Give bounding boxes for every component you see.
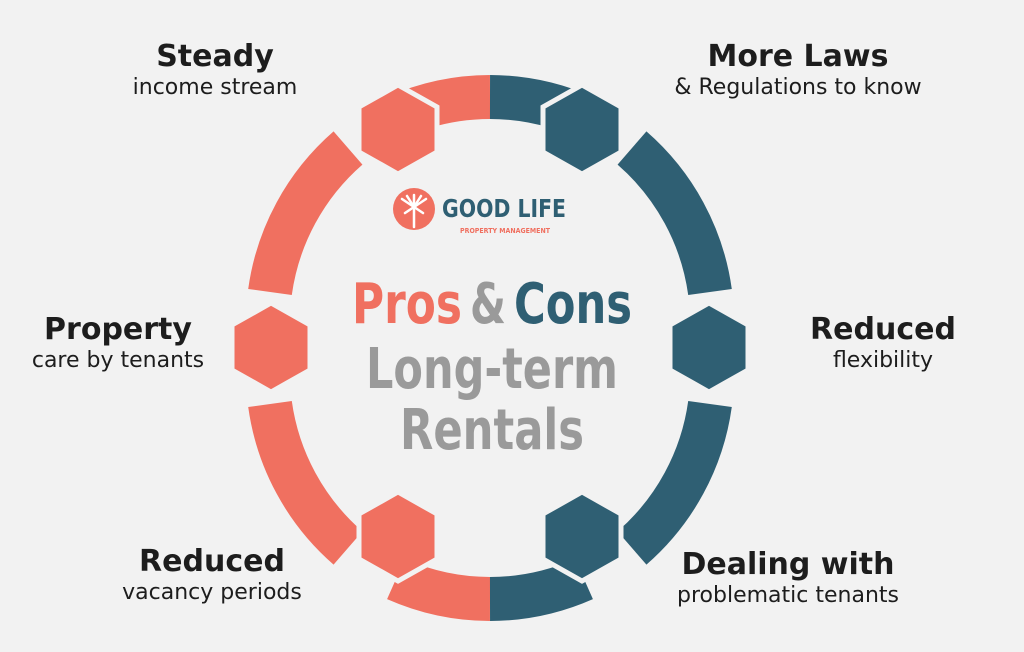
headline-pros: Pros [352,272,462,337]
con-item-1: More Laws & Regulations to know [628,40,968,102]
pro-item-3: Reduced vacancy periods [82,545,342,607]
con-item-title: Reduced [810,312,956,347]
hexagon-pros-middle [229,300,313,395]
pro-item-subtitle: income stream [132,75,298,100]
brand-tagline: PROPERTY MANAGEMENT [460,227,550,235]
pros-arc-lower-left [248,400,363,565]
con-item-subtitle: problematic tenants [677,583,899,608]
con-item-title: More Laws [707,39,889,74]
pro-item-2: Property care by tenants [0,313,236,375]
cons-arc-lower-right [617,400,732,565]
headline-ampersand: & [470,272,506,337]
pro-item-subtitle: vacancy periods [122,580,302,605]
brand-logo: GOOD LIFE PROPERTY MANAGEMENT [393,188,566,235]
ring [248,75,732,621]
pro-item-title: Property [44,312,192,347]
hexagon-cons-middle [667,300,751,395]
con-item-title: Dealing with [681,547,895,582]
con-item-subtitle: flexibility [832,348,934,373]
headline-cons: Cons [514,272,632,337]
pros-arc-bottom [387,558,491,621]
cons-arc-bottom [489,558,593,621]
con-item-2: Reduced flexibility [790,313,976,375]
pro-item-subtitle: care by tenants [31,348,205,373]
pro-item-title: Reduced [139,544,285,579]
hexagon-pros-bottom [356,489,440,584]
pros-arc-upper-left [248,131,363,296]
headline-line2: Long-term [366,337,618,402]
con-item-3: Dealing with problematic tenants [640,548,936,610]
headline: Pros & Cons Long-term Rentals [352,272,632,463]
con-item-subtitle: & Regulations to know [674,75,922,100]
pro-item-1: Steady income stream [85,40,345,102]
hexagon-cons-bottom [540,489,624,584]
headline-line3: Rentals [400,398,584,463]
hexagon-cons-top [540,82,624,177]
pro-item-title: Steady [156,39,274,74]
cons-arc-upper-right [617,131,732,296]
hexagon-pros-top [356,82,440,177]
brand-name: GOOD LIFE [442,194,566,223]
